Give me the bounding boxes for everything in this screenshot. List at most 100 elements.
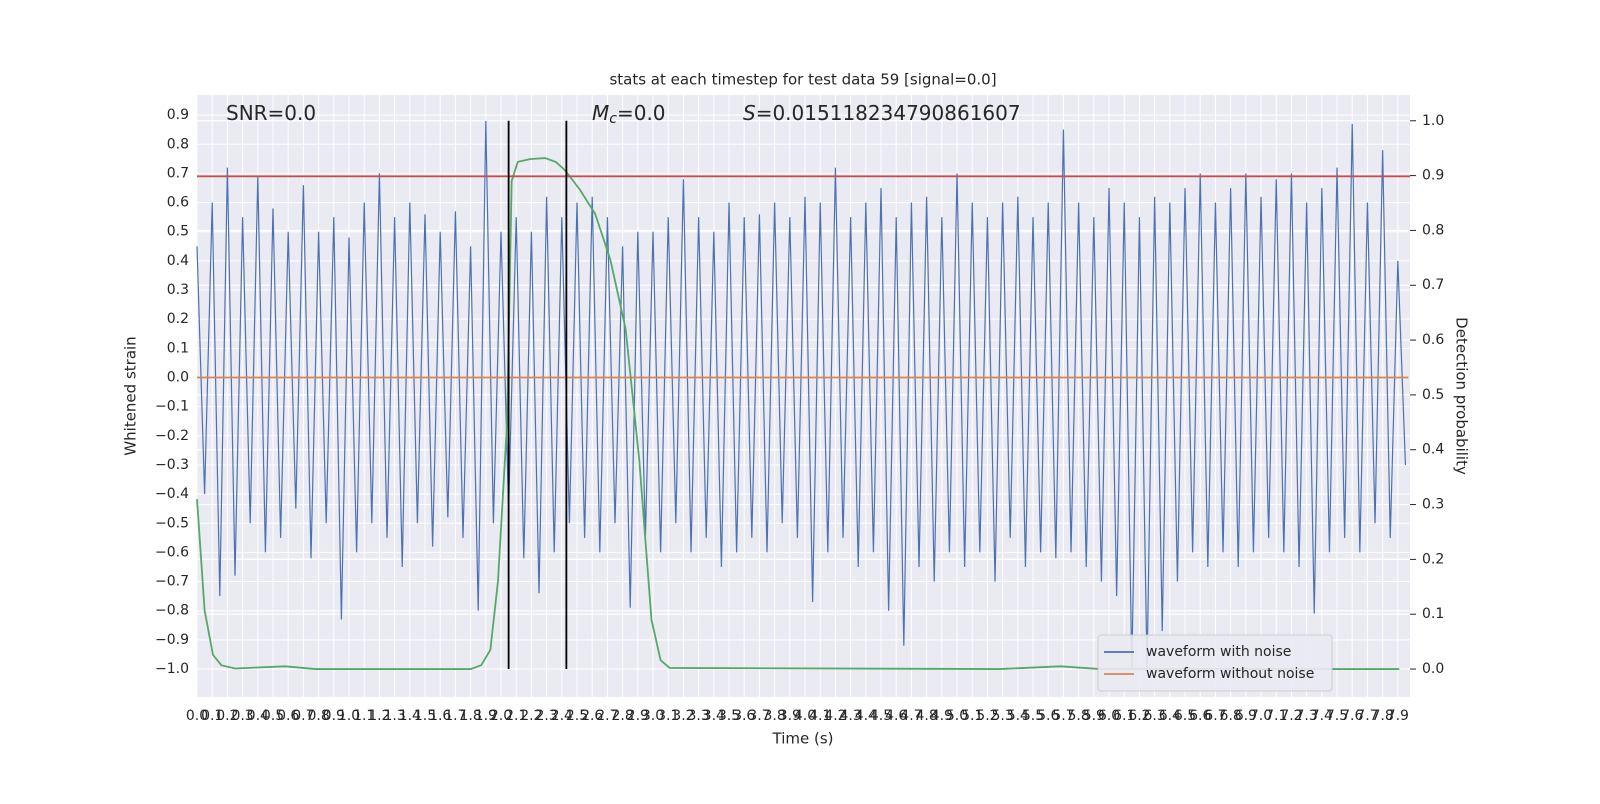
annotation-text: =0.015118234790861607 [756,101,1021,125]
x-tick-label: 4.8 [915,708,937,724]
x-tick-label: 1.1 [353,708,375,724]
y2-axis-label: Detection probability [1453,317,1471,475]
x-tick-label: 3.3 [687,708,709,724]
y-tick-label: 0.5 [167,224,189,240]
y-tick-label: 0.0 [167,369,189,385]
x-tick-label: 5.8 [1067,708,1089,724]
x-tick-label: 0.0 [186,708,208,724]
x-tick-label: 5.7 [1052,708,1074,724]
x-tick-label: 5.0 [946,708,968,724]
y2-tick-label: 0.9 [1422,168,1444,184]
y-axis-label: Whitened strain [122,336,140,455]
x-tick-label: 4.1 [809,708,831,724]
annotation: Mc=0.0 [592,101,666,128]
x-tick-label: 5.4 [1007,708,1029,724]
x-tick-label: 6.7 [1204,708,1226,724]
x-tick-label: 3.8 [763,708,785,724]
x-tick-label: 2.3 [535,708,557,724]
x-tick-label: 2.9 [627,708,649,724]
y2-tick-label: 0.1 [1422,606,1444,622]
x-tick-label: 6.4 [1159,708,1181,724]
x-tick-label: 6.9 [1235,708,1257,724]
x-tick-label: 4.2 [824,708,846,724]
x-tick-label: 3.2 [672,708,694,724]
x-tick-label: 1.0 [338,708,360,724]
y-tick-label: −0.7 [155,574,189,590]
legend-label: waveform with noise [1146,644,1291,660]
x-tick-label: 2.8 [611,708,633,724]
y2-tick-label: 0.7 [1422,277,1444,293]
series-line [196,157,1400,670]
x-tick-label: 7.3 [1296,708,1318,724]
x-tick-label: 6.1 [1113,708,1135,724]
x-tick-label: 0.3 [231,708,253,724]
y-tick-label: 0.9 [167,107,189,123]
x-tick-label: 4.7 [900,708,922,724]
x-tick-label: 5.2 [976,708,998,724]
x-tick-label: 2.5 [566,708,588,724]
y2-tick-label: 0.5 [1422,387,1444,403]
x-tick-label: 1.7 [444,708,466,724]
x-tick-label: 7.7 [1356,708,1378,724]
x-tick-label: 6.8 [1220,708,1242,724]
x-tick-label: 6.5 [1174,708,1196,724]
legend-label: waveform without noise [1146,666,1314,682]
y2-tick-label: 0.8 [1422,222,1444,238]
x-tick-label: 7.1 [1265,708,1287,724]
x-tick-label: 2.2 [520,708,542,724]
x-tick-label: 3.5 [718,708,740,724]
x-tick-label: 0.8 [307,708,329,724]
x-tick-label: 1.2 [368,708,390,724]
annotation-symbol: S [743,101,756,125]
x-tick-label: 6.6 [1189,708,1211,724]
y-tick-label: 0.3 [167,282,189,298]
x-tick-label: 7.5 [1326,708,1348,724]
legend-box [1097,634,1333,692]
x-tick-label: 4.5 [870,708,892,724]
y2-tick-label: 0.0 [1422,661,1444,677]
y-tick-label: 0.6 [167,195,189,211]
y2-tick-label: 1.0 [1422,113,1444,129]
y-tick-label: 0.1 [167,340,189,356]
x-tick-label: 1.3 [383,708,405,724]
annotation-symbol: M [592,101,609,125]
x-tick-label: 7.9 [1387,708,1409,724]
x-tick-label: 5.5 [1022,708,1044,724]
x-tick-label: 1.8 [459,708,481,724]
x-tick-label: 5.3 [991,708,1013,724]
labels: 0.00.10.20.30.40.50.60.70.80.91.01.11.21… [155,101,1444,725]
y2-tick-label: 0.6 [1422,332,1444,348]
x-tick-label: 1.4 [399,708,421,724]
x-tick-label: 3.9 [779,708,801,724]
y2-tick-label: 0.4 [1422,442,1444,458]
x-tick-label: 4.3 [839,708,861,724]
y-tick-label: −0.6 [155,544,189,560]
x-tick-label: 0.7 [292,708,314,724]
y-tick-label: 0.2 [167,311,189,327]
y2-tick-label: 0.2 [1422,551,1444,567]
y-tick-label: −0.5 [155,515,189,531]
x-tick-label: 5.1 [961,708,983,724]
y-tick-label: −0.3 [155,457,189,473]
x-tick-label: 7.4 [1311,708,1333,724]
x-tick-label: 4.9 [931,708,953,724]
annotation-subscript: c [609,111,617,127]
annotation: S=0.015118234790861607 [743,101,1021,125]
x-tick-label: 7.6 [1341,708,1363,724]
annotation-text: SNR=0.0 [226,101,316,125]
x-tick-label: 2.6 [581,708,603,724]
x-tick-label: 4.6 [885,708,907,724]
x-tick-label: 0.6 [277,708,299,724]
x-tick-label: 0.4 [247,708,269,724]
x-tick-label: 2.4 [551,708,573,724]
x-tick-label: 7.8 [1372,708,1394,724]
x-tick-label: 5.6 [1037,708,1059,724]
x-tick-label: 6.3 [1143,708,1165,724]
y-tick-label: −1.0 [155,661,189,677]
y2-tick-label: 0.3 [1422,497,1444,513]
x-axis-label: Time (s) [772,730,834,748]
x-tick-label: 4.4 [855,708,877,724]
x-tick-label: 0.2 [216,708,238,724]
x-tick-label: 0.1 [201,708,223,724]
